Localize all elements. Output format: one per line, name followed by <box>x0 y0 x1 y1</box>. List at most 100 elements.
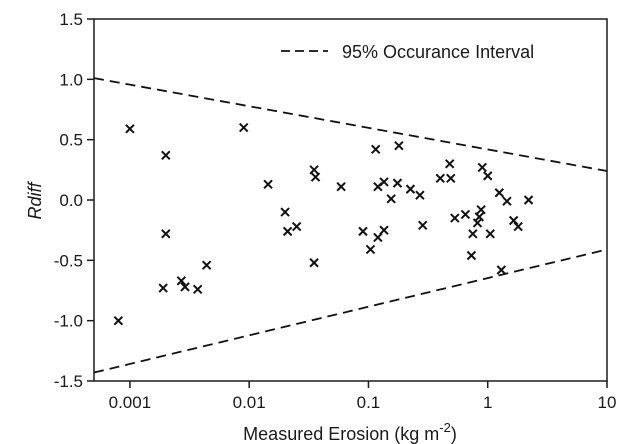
x-tick-label: 1 <box>483 393 492 412</box>
data-point <box>450 213 460 223</box>
data-point <box>483 171 493 181</box>
x-tick-label: 0.01 <box>233 393 266 412</box>
data-point-stroke <box>282 226 293 237</box>
interval-line-lower <box>93 248 608 374</box>
data-point-stroke <box>192 284 203 295</box>
data-point <box>435 173 445 183</box>
data-point-stroke <box>466 250 477 261</box>
data-point <box>474 212 485 222</box>
data-point <box>365 244 376 255</box>
data-point <box>280 207 290 217</box>
data-point-stroke <box>158 283 168 293</box>
data-point-stroke <box>476 204 486 215</box>
data-point-stroke <box>180 282 190 292</box>
data-point <box>513 221 523 232</box>
data-point <box>176 276 187 286</box>
data-point-stroke <box>444 159 455 169</box>
data-point <box>161 229 171 239</box>
data-point-stroke <box>502 196 512 206</box>
data-point <box>485 229 495 239</box>
data-point-stroke <box>379 177 389 187</box>
data-point-stroke <box>239 122 249 133</box>
data-point <box>379 177 389 187</box>
data-point <box>373 232 383 243</box>
data-point-stroke <box>394 140 404 151</box>
data-point <box>379 225 389 235</box>
data-point-stroke <box>379 225 389 235</box>
data-point <box>405 184 416 194</box>
data-point <box>415 190 425 200</box>
data-point-stroke <box>468 229 478 239</box>
data-point-stroke <box>291 221 302 232</box>
x-axis-title-suffix: ) <box>451 424 457 444</box>
data-point-stroke <box>485 229 495 239</box>
interval-lines <box>93 77 608 374</box>
data-point <box>508 215 519 226</box>
data-point <box>496 265 507 275</box>
y-axis-title: Rdiff <box>25 180 45 219</box>
x-axis-title-main: Measured Erosion (kg m <box>243 424 439 444</box>
data-point <box>460 209 471 220</box>
data-point-stroke <box>446 173 456 183</box>
data-point-stroke <box>309 165 319 175</box>
data-point <box>201 260 212 270</box>
data-point-stroke <box>405 184 416 194</box>
data-point-stroke <box>494 188 504 198</box>
data-points <box>113 122 534 326</box>
data-point-stroke <box>474 212 485 222</box>
data-point-stroke <box>415 190 425 200</box>
data-point-stroke <box>263 179 273 190</box>
data-point <box>158 283 168 293</box>
interval-line-upper <box>93 77 608 172</box>
data-point <box>394 140 404 151</box>
data-point-stroke <box>176 276 187 286</box>
x-tick-label: 10 <box>598 393 617 412</box>
data-point-stroke <box>460 209 471 220</box>
data-point <box>180 282 190 292</box>
data-point <box>309 258 319 268</box>
data-point <box>476 204 486 215</box>
data-point-stroke <box>472 218 483 228</box>
data-point <box>446 173 456 183</box>
data-point-stroke <box>483 171 493 181</box>
data-point-stroke <box>161 229 171 239</box>
y-tick-label: -1.0 <box>54 312 83 331</box>
y-tick-label: 0.5 <box>59 131 83 150</box>
data-point <box>386 194 396 204</box>
data-point <box>477 162 487 173</box>
data-point-stroke <box>450 213 460 223</box>
x-axis-ticks: 0.001 0.01 0.1 1 10 <box>109 381 617 412</box>
data-point-stroke <box>513 221 523 232</box>
data-point <box>239 122 249 133</box>
data-point <box>392 178 403 188</box>
x-tick-label: 0.001 <box>109 393 152 412</box>
data-point <box>502 196 512 206</box>
y-tick-label: -0.5 <box>54 251 83 270</box>
data-point-stroke <box>435 173 445 183</box>
data-point-stroke <box>370 144 381 155</box>
data-point <box>192 284 203 295</box>
data-point <box>282 226 293 237</box>
legend-label: 95% Occurance Interval <box>342 42 534 62</box>
data-point-stroke <box>201 260 212 270</box>
data-point-stroke <box>358 226 368 237</box>
data-point-stroke <box>523 195 534 205</box>
data-point-stroke <box>417 220 428 231</box>
data-point <box>523 195 534 205</box>
legend: 95% Occurance Interval <box>281 42 534 62</box>
data-point <box>310 172 321 182</box>
data-point-stroke <box>373 232 383 243</box>
data-point <box>113 315 124 326</box>
data-point <box>161 150 171 161</box>
data-point <box>358 226 368 237</box>
data-point <box>417 220 428 231</box>
data-point <box>336 182 346 192</box>
y-tick-label: 1.5 <box>59 10 83 29</box>
data-point <box>494 188 504 198</box>
data-point-stroke <box>125 124 135 134</box>
y-tick-label: 1.0 <box>59 70 83 89</box>
data-point-stroke <box>496 265 507 275</box>
x-axis-title: Measured Erosion (kg m-2) <box>243 420 457 444</box>
data-point-stroke <box>392 178 403 188</box>
